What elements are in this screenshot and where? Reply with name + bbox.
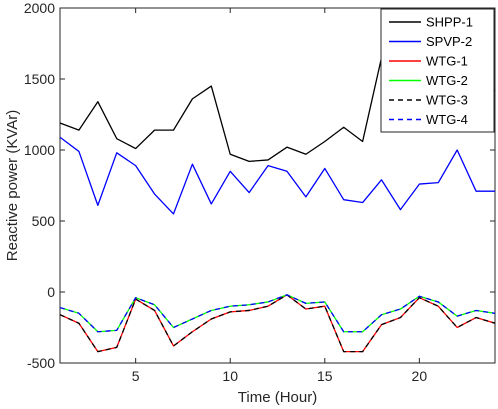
y-axis-label: Reactive power (KVAr) [4, 110, 21, 261]
y-tick-label: 500 [32, 213, 56, 229]
legend-label-wtg-1: WTG-1 [426, 54, 468, 69]
legend-label-shpp-1: SHPP-1 [426, 15, 473, 30]
x-tick-label: 10 [222, 368, 238, 384]
y-tick-label: -500 [27, 355, 55, 371]
axis-layer: 5 10 15 20 -500 0 500 1000 1500 2000 [24, 0, 495, 384]
series-line-wtg-4 [60, 294, 495, 333]
legend-label-spvp-2: SPVP-2 [426, 34, 472, 49]
x-axis-label: Time (Hour) [238, 389, 317, 406]
series-line-spvp-2 [60, 136, 495, 215]
x-tick-label: 20 [412, 368, 428, 384]
x-tick-label: 5 [132, 368, 140, 384]
legend: SHPP-1 SPVP-2 WTG-1 WTG-2 WTG-3 WTG-4 [380, 8, 495, 133]
series-line-wtg-3 [60, 294, 495, 353]
y-tick-label: 1000 [24, 142, 55, 158]
legend-box [380, 8, 495, 133]
y-tick-label: 0 [47, 284, 55, 300]
y-tick-label: 1500 [24, 71, 55, 87]
y-tick-label: 2000 [24, 0, 55, 16]
legend-label-wtg-3: WTG-3 [426, 93, 468, 108]
legend-label-wtg-2: WTG-2 [426, 73, 468, 88]
legend-label-wtg-4: WTG-4 [426, 112, 468, 127]
x-tick-label: 15 [317, 368, 333, 384]
